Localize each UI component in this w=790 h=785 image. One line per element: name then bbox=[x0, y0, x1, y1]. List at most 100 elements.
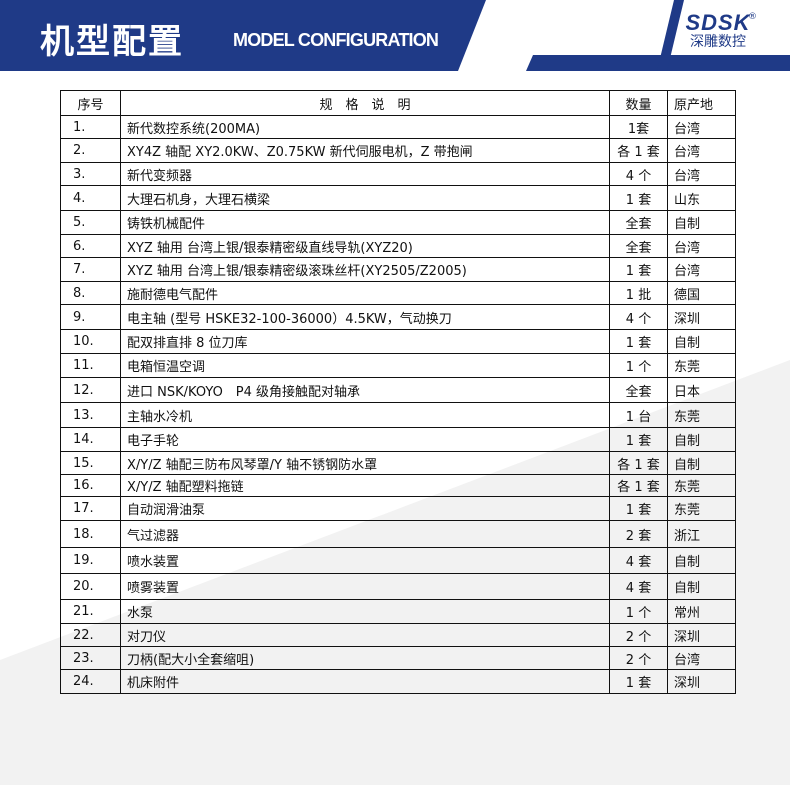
table-row: 3. 新代变频器 4 个台湾 bbox=[60, 162, 736, 186]
row-quantity: 2 套 bbox=[609, 520, 668, 548]
table-row: 4. 大理石机身，大理石横梁 1 套山东 bbox=[60, 185, 736, 211]
row-quantity: 4 套 bbox=[609, 573, 668, 600]
row-quantity: 1 批 bbox=[609, 281, 668, 305]
row-spec: 大理石机身，大理石横梁 bbox=[120, 185, 610, 211]
row-number: 3. bbox=[60, 162, 121, 186]
config-table: 序号 规 格 说 明 数量 原产地 1. 新代数控系统(200MA) 1套 台湾 2. X… bbox=[60, 90, 736, 694]
row-number: 10. bbox=[60, 329, 121, 354]
row-quantity: 4 套 bbox=[609, 547, 668, 574]
row-origin: 东莞 bbox=[667, 353, 736, 378]
row-number: 23. bbox=[60, 646, 121, 670]
table-row: 1. 新代数控系统(200MA) 1套 台湾 bbox=[60, 115, 736, 139]
row-spec: XY4Z 轴配 XY2.0KW、Z0.75KW 新代伺服电机，Z 带抱闸 bbox=[120, 138, 610, 163]
row-origin: 东莞 bbox=[667, 474, 736, 497]
row-origin: 台湾 bbox=[667, 162, 736, 186]
table-row: 2. XY4Z 轴配 XY2.0KW、Z0.75KW 新代伺服电机，Z 带抱闸各 … bbox=[60, 138, 736, 163]
row-origin: 台湾 bbox=[667, 257, 736, 282]
table-row: 14. 电子手轮 1 套自制 bbox=[60, 427, 736, 452]
row-origin: 台湾 bbox=[667, 115, 736, 139]
registered-mark: ® bbox=[748, 12, 757, 22]
row-spec: 配双排直排 8 位刀库 bbox=[120, 329, 610, 354]
row-quantity: 1 个 bbox=[609, 353, 668, 378]
row-quantity: 1 套 bbox=[609, 185, 668, 211]
row-spec: 进口 NSK/KOYO P4 级角接触配对轴承 bbox=[120, 377, 610, 403]
row-number: 18. bbox=[60, 520, 121, 548]
row-origin: 自制 bbox=[667, 547, 736, 574]
row-spec: XYZ 轴用 台湾上银/银泰精密级直线导轨(XYZ20) bbox=[120, 234, 610, 258]
row-origin: 浙江 bbox=[667, 520, 736, 548]
row-spec: 气过滤器 bbox=[120, 520, 610, 548]
row-spec: 铸铁机械配件 bbox=[120, 210, 610, 235]
row-origin: 深圳 bbox=[667, 669, 736, 694]
row-quantity: 1 套 bbox=[609, 257, 668, 282]
table-row: 6. XYZ 轴用 台湾上银/银泰精密级直线导轨(XYZ20) 全套 台湾 bbox=[60, 234, 736, 258]
row-quantity: 1 个 bbox=[609, 599, 668, 624]
row-quantity: 各 1 套 bbox=[609, 474, 668, 497]
table-row: 17. 自动润滑油泵 1 套东莞 bbox=[60, 496, 736, 521]
table-row: 15. X/Y/Z 轴配三防布风琴罩/Y 轴不锈钢防水罩各 1 套自制 bbox=[60, 451, 736, 475]
row-quantity: 2 个 bbox=[609, 623, 668, 647]
row-spec: X/Y/Z 轴配塑料拖链 bbox=[120, 474, 610, 497]
row-number: 4. bbox=[60, 185, 121, 211]
row-origin: 深圳 bbox=[667, 623, 736, 647]
row-origin: 日本 bbox=[667, 377, 736, 403]
row-spec: 主轴水冷机 bbox=[120, 402, 610, 428]
row-quantity: 4 个 bbox=[609, 162, 668, 186]
row-origin: 自制 bbox=[667, 427, 736, 452]
row-spec: 电子手轮 bbox=[120, 427, 610, 452]
row-quantity: 1 套 bbox=[609, 669, 668, 694]
col-header-spec: 规 格 说 明 bbox=[120, 90, 610, 116]
row-origin: 台湾 bbox=[667, 138, 736, 163]
col-header-qty: 数量 bbox=[609, 90, 668, 116]
row-quantity: 各 1 套 bbox=[609, 451, 668, 475]
table-row: 7. XYZ 轴用 台湾上银/银泰精密级滚珠丝杆(XY2505/Z2005) 1 套… bbox=[60, 257, 736, 282]
row-origin: 东莞 bbox=[667, 496, 736, 521]
table-row: 9. 电主轴 (型号 HSKE32-100-36000）4.5KW，气动换刀 4 个… bbox=[60, 304, 736, 330]
table-row: 16. X/Y/Z 轴配塑料拖链各 1 套东莞 bbox=[60, 474, 736, 497]
row-origin: 台湾 bbox=[667, 646, 736, 670]
row-spec: 水泵 bbox=[120, 599, 610, 624]
table-row: 19. 喷水装置 4 套自制 bbox=[60, 547, 736, 574]
table-row: 18. 气过滤器 2 套浙江 bbox=[60, 520, 736, 548]
table-row: 20. 喷雾装置 4 套自制 bbox=[60, 573, 736, 600]
row-spec: 喷水装置 bbox=[120, 547, 610, 574]
row-origin: 德国 bbox=[667, 281, 736, 305]
row-spec: 自动润滑油泵 bbox=[120, 496, 610, 521]
row-origin: 深圳 bbox=[667, 304, 736, 330]
logo-cn-text: 深雕数控 bbox=[690, 34, 746, 50]
row-quantity: 1 套 bbox=[609, 329, 668, 354]
row-origin: 自制 bbox=[667, 451, 736, 475]
row-number: 7. bbox=[60, 257, 121, 282]
row-quantity: 4 个 bbox=[609, 304, 668, 330]
row-number: 13. bbox=[60, 402, 121, 428]
row-number: 2. bbox=[60, 138, 121, 163]
row-spec: 喷雾装置 bbox=[120, 573, 610, 600]
row-quantity: 1 套 bbox=[609, 496, 668, 521]
row-number: 11. bbox=[60, 353, 121, 378]
row-number: 6. bbox=[60, 234, 121, 258]
row-origin: 山东 bbox=[667, 185, 736, 211]
row-spec: 机床附件 bbox=[120, 669, 610, 694]
table-row: 12. 进口 NSK/KOYO P4 级角接触配对轴承 全套 日本 bbox=[60, 377, 736, 403]
row-number: 5. bbox=[60, 210, 121, 235]
table-header: 序号 规 格 说 明 数量 原产地 bbox=[60, 90, 736, 116]
table-row: 23. 刀柄(配大小全套缩咀) 2 个台湾 bbox=[60, 646, 736, 670]
table-row: 21. 水泵 1 个常州 bbox=[60, 599, 736, 624]
table-row: 8. 施耐德电气配件 1 批德国 bbox=[60, 281, 736, 305]
row-spec: 电主轴 (型号 HSKE32-100-36000）4.5KW，气动换刀 bbox=[120, 304, 610, 330]
row-origin: 常州 bbox=[667, 599, 736, 624]
col-header-no: 序号 bbox=[60, 90, 121, 116]
table-row: 10. 配双排直排 8 位刀库 1 套自制 bbox=[60, 329, 736, 354]
row-quantity: 1 套 bbox=[609, 427, 668, 452]
row-spec: 施耐德电气配件 bbox=[120, 281, 610, 305]
row-quantity: 1套 bbox=[609, 115, 668, 139]
logo-text: SDSK bbox=[685, 10, 751, 35]
row-origin: 自制 bbox=[667, 210, 736, 235]
row-quantity: 全套 bbox=[609, 377, 668, 403]
row-quantity: 全套 bbox=[609, 234, 668, 258]
row-spec: 电箱恒温空调 bbox=[120, 353, 610, 378]
table-row: 11. 电箱恒温空调 1 个东莞 bbox=[60, 353, 736, 378]
row-quantity: 各 1 套 bbox=[609, 138, 668, 163]
row-spec: 新代变频器 bbox=[120, 162, 610, 186]
table-row: 5. 铸铁机械配件 全套 自制 bbox=[60, 210, 736, 235]
